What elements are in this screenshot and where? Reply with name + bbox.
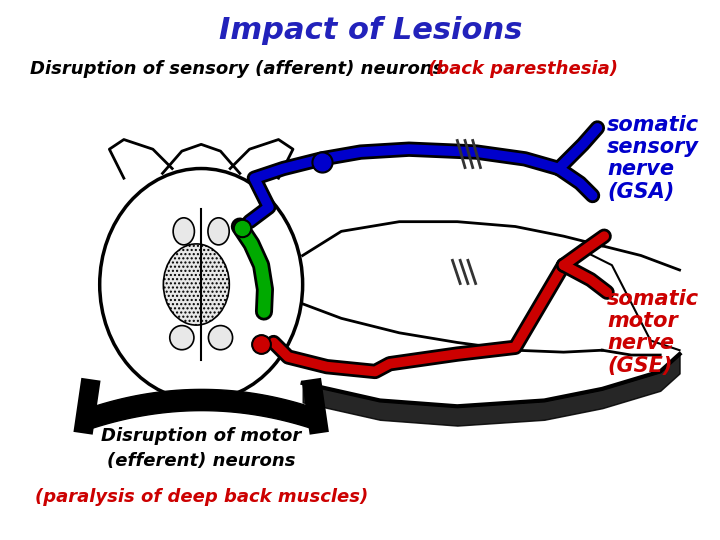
Text: (GSE): (GSE) bbox=[607, 356, 672, 376]
Text: (paralysis of deep back muscles): (paralysis of deep back muscles) bbox=[35, 488, 368, 506]
Text: Impact of Lesions: Impact of Lesions bbox=[219, 16, 522, 45]
Ellipse shape bbox=[99, 168, 302, 401]
Ellipse shape bbox=[170, 326, 194, 350]
Text: (GSA): (GSA) bbox=[607, 182, 675, 202]
Text: Disruption of sensory (afferent) neurons: Disruption of sensory (afferent) neurons bbox=[30, 60, 450, 78]
Ellipse shape bbox=[163, 244, 229, 325]
Ellipse shape bbox=[173, 218, 194, 245]
Ellipse shape bbox=[208, 326, 233, 350]
Text: Disruption of motor
(efferent) neurons: Disruption of motor (efferent) neurons bbox=[101, 427, 301, 470]
Text: sensory: sensory bbox=[607, 137, 699, 157]
Text: motor: motor bbox=[607, 311, 678, 331]
Text: somatic: somatic bbox=[607, 289, 699, 309]
Text: nerve: nerve bbox=[607, 334, 674, 354]
Ellipse shape bbox=[208, 218, 229, 245]
Text: nerve: nerve bbox=[607, 159, 674, 179]
Text: somatic: somatic bbox=[607, 115, 699, 135]
Text: (back paresthesia): (back paresthesia) bbox=[428, 60, 618, 78]
